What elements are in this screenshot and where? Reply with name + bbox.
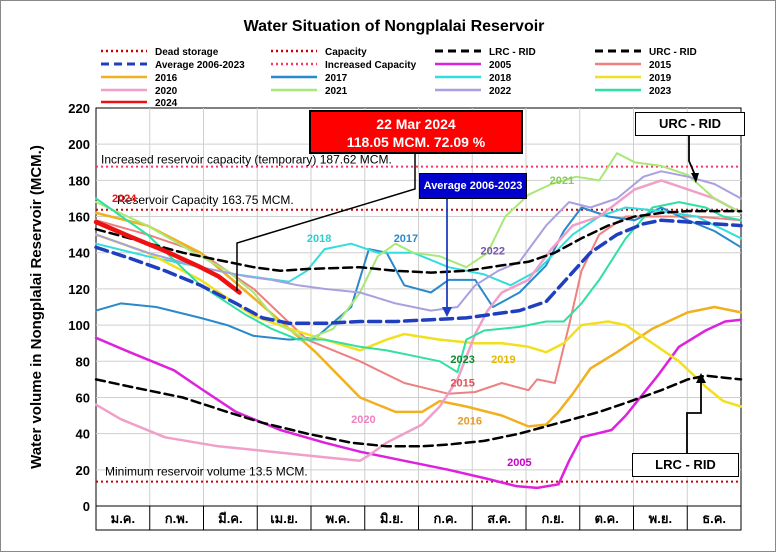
series-line-2017	[95, 206, 742, 341]
legend-label-increased-capacity: Increased Capacity	[325, 60, 417, 71]
legend-label-2021: 2021	[325, 86, 348, 97]
series-line-average-2006-2023	[94, 218, 743, 326]
x-tick-label: มี.ค.	[218, 511, 243, 526]
urc-leader-arrow	[691, 173, 699, 183]
legend-label-average-2006-2023: Average 2006-2023	[155, 60, 245, 71]
current-leader-line	[236, 154, 416, 291]
y-tick-label: 140	[68, 246, 90, 261]
legend-label-2022: 2022	[489, 86, 512, 97]
y-tick-label: 180	[68, 173, 90, 188]
y-tick-label: 0	[83, 499, 90, 514]
y-tick-label: 220	[68, 101, 90, 116]
chart-title: Water Situation of Nongplalai Reservoir	[244, 18, 545, 35]
series-line-2015	[95, 215, 742, 395]
legend-label-2019: 2019	[649, 73, 672, 84]
annotation-2024: 2024	[112, 193, 137, 205]
annotation-2017: 2017	[394, 233, 418, 245]
ref-label-increased-capacity: Increased reservoir capacity (temporary)…	[101, 153, 392, 167]
annotation-2005: 2005	[507, 457, 531, 469]
x-tick-label: พ.ย.	[649, 511, 672, 526]
callout-leaders	[236, 136, 706, 453]
legend-label-2015: 2015	[649, 60, 672, 71]
y-tick-label: 200	[68, 137, 90, 152]
y-axis-label: Water volume in Nongplalai Reservoir (MC…	[28, 145, 45, 469]
series-line-2005	[94, 318, 743, 490]
annotation-2023: 2023	[450, 354, 474, 366]
urc-callout: URC - RID	[635, 112, 745, 136]
y-axis: 0 20 40 60 80 100 120 140 160 180 200 220	[68, 101, 90, 514]
x-tick-label: ส.ค.	[487, 511, 511, 526]
y-tick-label: 100	[68, 318, 90, 333]
series-line-2024	[93, 219, 242, 295]
y-tick-label: 40	[76, 427, 90, 442]
annotation-2021: 2021	[550, 175, 574, 187]
legend-label-2020: 2020	[155, 86, 178, 97]
annotation-2019: 2019	[491, 354, 515, 366]
series-annotations: 2024 2018 2017 2021 2022 2023 2019 2015 2016 2020…	[112, 175, 574, 469]
series-line-2022	[95, 170, 742, 312]
legend-label-capacity: Capacity	[325, 47, 367, 58]
x-tick-label: มิ.ย.	[380, 511, 403, 526]
legend-label-2005: 2005	[489, 60, 512, 71]
annotation-2015: 2015	[450, 378, 474, 390]
x-axis: ม.ค. ก.พ. มี.ค. เม.ย. พ.ค. มิ.ย. ก.ค. ส.ค. ก.ย. ต…	[95, 505, 742, 531]
x-tick-label: ม.ค.	[111, 511, 136, 526]
lrc-leader-line	[686, 379, 702, 453]
series-line-2019	[94, 233, 743, 408]
x-tick-label: ธ.ค.	[702, 511, 726, 526]
legend-label-2017: 2017	[325, 73, 348, 84]
lrc-leader-arrow	[696, 373, 706, 383]
y-tick-label: 160	[68, 210, 90, 225]
legend-label-lrc-rid: LRC - RID	[489, 47, 536, 58]
ref-label-dead-storage: Minimum reservoir volume 13.5 MCM.	[105, 465, 308, 479]
x-tick-label: เม.ย.	[270, 511, 298, 526]
y-tick-label: 20	[76, 463, 90, 478]
lrc-callout: LRC - RID	[632, 453, 739, 477]
x-tick-label: ก.ย.	[542, 511, 565, 526]
urc-leader-line	[688, 136, 696, 176]
series-line-2020	[94, 179, 743, 463]
annotation-2022: 2022	[481, 246, 505, 258]
series-line-2021	[95, 152, 742, 341]
x-tick-label: ก.พ.	[165, 511, 189, 526]
current-date: 22 Mar 2024	[376, 116, 456, 132]
series-line-2023	[95, 197, 742, 374]
legend: Dead storage Capacity LRC - RID URC - RID Av…	[97, 43, 737, 109]
x-tick-label: ก.ค.	[433, 511, 457, 526]
average-callout: Average 2006-2023	[419, 173, 527, 199]
annotation-2016: 2016	[457, 416, 481, 428]
legend-label-2018: 2018	[489, 73, 512, 84]
legend-label-2024: 2024	[155, 98, 178, 109]
annotation-2018: 2018	[307, 233, 331, 245]
legend-label-2016: 2016	[155, 73, 178, 84]
current-status-callout: 22 Mar 2024 118.05 MCM. 72.09 %	[309, 110, 523, 154]
x-tick-label: พ.ค.	[326, 511, 351, 526]
series-line-lrc-rid	[94, 374, 743, 448]
y-tick-label: 60	[76, 390, 90, 405]
legend-label-2023: 2023	[649, 86, 672, 97]
x-tick-label: ต.ค.	[594, 511, 618, 526]
annotation-2020: 2020	[351, 414, 375, 426]
current-value: 118.05 MCM. 72.09 %	[346, 134, 486, 150]
reference-lines: Minimum reservoir volume 13.5 MCM. Reserv…	[96, 153, 741, 483]
legend-label-urc-rid: URC - RID	[649, 47, 697, 58]
series-group	[93, 152, 743, 490]
y-tick-label: 120	[68, 282, 90, 297]
average-leader-arrow	[442, 307, 452, 317]
ref-label-capacity: Reservoir Capacity 163.75 MCM.	[117, 193, 294, 207]
legend-label-dead-storage: Dead storage	[155, 47, 219, 58]
y-tick-label: 80	[76, 354, 90, 369]
